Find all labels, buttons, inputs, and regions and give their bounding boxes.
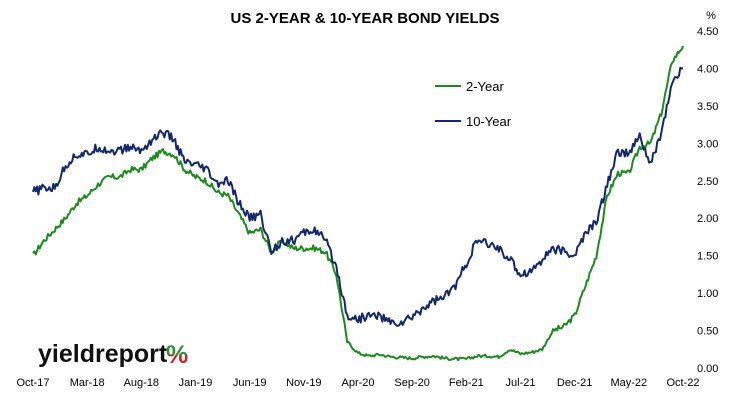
x-tick-label: Nov-19 — [286, 377, 321, 389]
x-tick-label: Jan-19 — [179, 377, 213, 389]
y-tick-label: 1.00 — [697, 288, 718, 300]
logo-percent-sign: % — [166, 341, 188, 369]
x-tick-label: Apr-20 — [341, 377, 374, 389]
y-axis-unit-label: % — [706, 10, 716, 22]
legend-label: 2-Year — [466, 79, 504, 94]
x-axis-ticks: Oct-17 Mar-18 Aug-18 Jan-19 Jun-19 Nov-19 Apr-… — [16, 377, 699, 389]
series-line-2-year — [32, 45, 684, 362]
x-tick-label: Sep-20 — [394, 377, 429, 389]
y-axis-ticks: 0.00 0.50 1.00 1.50 2.00 2.50 3.00 3.50 4.00 4.50 — [697, 26, 718, 375]
chart-title: US 2-YEAR & 10-YEAR BOND YIELDS — [231, 10, 500, 27]
x-tick-label: Mar-18 — [70, 377, 105, 389]
legend-label: 10-Year — [466, 114, 512, 129]
y-tick-label: 4.50 — [697, 26, 718, 38]
x-tick-label: Oct-22 — [666, 377, 699, 389]
y-tick-label: 3.00 — [697, 138, 718, 150]
y-tick-label: 3.50 — [697, 101, 718, 113]
y-tick-label: 1.50 — [697, 251, 718, 263]
yieldreport-logo: yieldreport % — [38, 340, 188, 369]
y-tick-label: 2.50 — [697, 176, 718, 188]
y-tick-label: 0.00 — [697, 363, 718, 375]
y-tick-label: 0.50 — [697, 326, 718, 338]
legend: 2-Year 10-Year — [435, 79, 512, 129]
x-tick-label: Jul-21 — [506, 377, 536, 389]
logo-wordmark: yieldreport — [38, 340, 168, 368]
y-tick-label: 4.00 — [697, 63, 718, 75]
x-tick-label: Aug-18 — [124, 377, 159, 389]
x-tick-label: May-22 — [610, 377, 647, 389]
series-lines — [32, 45, 684, 362]
x-tick-label: Oct-17 — [16, 377, 49, 389]
y-tick-label: 2.00 — [697, 213, 718, 225]
x-tick-label: Jun-19 — [233, 377, 267, 389]
series-line-10-year — [32, 66, 684, 327]
x-tick-label: Dec-21 — [557, 377, 592, 389]
x-tick-label: Feb-21 — [449, 377, 484, 389]
